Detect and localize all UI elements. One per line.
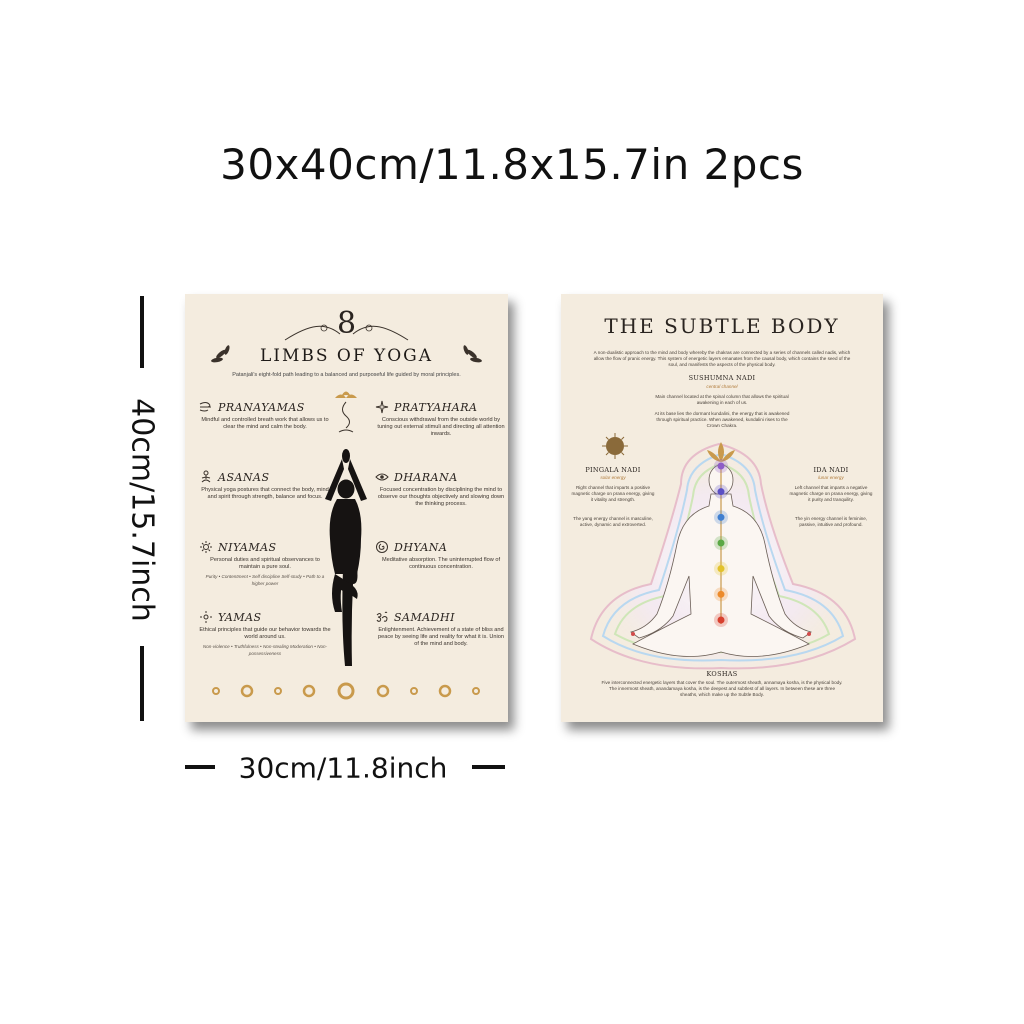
limbs-subtitle: Patanjali's eight-fold path leading to a…: [232, 372, 461, 378]
limb-description: Mindful and controlled breath work that …: [201, 417, 329, 430]
limb-description: Physical yoga postures that connect the …: [201, 487, 329, 500]
height-dimension-label: 40cm/15.7inch: [124, 398, 160, 622]
meditation-figure-icon: [201, 470, 211, 483]
spiral-icon: [376, 541, 388, 553]
pingala-text-2: The yang energy channel is masculine, ac…: [573, 516, 653, 527]
limb-name: SAMADHI: [394, 610, 455, 624]
limb-description: Personal duties and spiritual observance…: [210, 557, 320, 570]
subtle-body-title: THE SUBTLE BODY: [604, 314, 840, 338]
limb-description: Conscious withdrawal from the outside wo…: [377, 417, 505, 437]
height-dimension-line: [140, 296, 144, 721]
limbs-title: LIMBS OF YOGA: [259, 346, 434, 366]
chakra-point: [717, 616, 725, 624]
limb-dhyana: DHYANA Meditative absorption. The uninte…: [375, 540, 507, 571]
sun-icon: [602, 433, 628, 459]
eye-icon: [375, 473, 389, 481]
ida-text-2: The yin energy channel is feminine, pass…: [794, 516, 868, 527]
sushumna-label: SUSHUMNA NADI: [688, 374, 756, 382]
moon-icon: [817, 434, 829, 458]
limb-description: Enlightenment. Achievement of a state of…: [378, 627, 504, 647]
chakra-point: [717, 539, 725, 547]
limb-dharana: DHARANA Focused concentration by discipl…: [375, 470, 507, 508]
chakra-point: [717, 590, 725, 598]
koshas-text: Five interconnected energetic layers tha…: [601, 680, 843, 697]
laurel-right-icon: [463, 345, 482, 363]
limb-examples: Purity • Contentment • Self discipline S…: [205, 574, 325, 586]
ida-tag: lunar energy: [818, 475, 844, 480]
pingala-tag: solar energy: [600, 475, 626, 480]
koshas-label: KOSHAS: [706, 670, 738, 678]
left-hand-marker: [631, 632, 635, 636]
width-dimension-label: 30cm/11.8inch: [238, 751, 448, 785]
laurel-left-icon: [211, 345, 230, 363]
tree-pose-silhouette: [325, 449, 367, 666]
right-hand-marker: [807, 632, 811, 636]
limb-samadhi: SAMADHI Enlightenment. Achievement of a …: [375, 610, 507, 648]
limb-description: Ethical principles that guide our behavi…: [199, 627, 331, 640]
chakra-point: [717, 462, 725, 470]
chakra-point: [717, 513, 725, 521]
limb-name: YAMAS: [218, 610, 262, 624]
limbs-number: 8: [336, 306, 357, 341]
crown-lotus-icon: [707, 442, 735, 462]
sparkle-icon: [375, 400, 389, 414]
limb-asanas: ASANAS Physical yoga postures that conne…: [199, 470, 331, 501]
breath-icon: [199, 402, 211, 412]
limb-yamas: YAMAS Ethical principles that guide our …: [199, 610, 331, 657]
subtle-body-intro: A non-dualistic approach to the mind and…: [593, 350, 851, 367]
limb-pranayamas: PRANAYAMAS Mindful and controlled breath…: [199, 400, 331, 431]
limb-name: ASANAS: [218, 470, 270, 484]
lotus-symbol-icon: [335, 391, 357, 433]
sun-icon: [200, 541, 212, 553]
poster-ornaments: [211, 324, 482, 700]
chakra-point: [717, 488, 725, 496]
pingala-text-1: Right channel that imparts a positive ma…: [571, 485, 655, 502]
sushumna-text-1: Main channel located at the spinal colum…: [655, 394, 789, 405]
ida-text-1: Left channel that imparts a negative mag…: [789, 485, 873, 502]
limb-niyamas: NIYAMAS Personal duties and spiritual ob…: [199, 540, 331, 587]
limb-name: PRATYAHARA: [394, 400, 478, 414]
limb-name: DHYANA: [394, 540, 448, 554]
subtle-body-illustration: [589, 433, 857, 670]
limb-name: PRANAYAMAS: [218, 400, 305, 414]
sushumna-text-2: At its base lies the dormant kundalini, …: [654, 411, 790, 428]
product-headline: 30x40cm/11.8x15.7in 2pcs: [220, 140, 804, 189]
poster-subtle-body: THE SUBTLE BODY A non-dualistic approach…: [561, 294, 883, 722]
om-icon: [376, 611, 388, 622]
chakra-point: [717, 565, 725, 573]
lotus-sun-icon: [200, 611, 212, 623]
limb-examples: Non-violence • Truthfulness • Non-steali…: [202, 644, 328, 656]
pingala-label: PINGALA NADI: [585, 466, 641, 474]
ida-label: IDA NADI: [813, 466, 849, 474]
chakra-points: [714, 459, 728, 627]
poster-eight-limbs: 8 LIMBS OF YOGA Patanjali's eight-fold p…: [185, 294, 508, 722]
limb-name: NIYAMAS: [218, 540, 277, 554]
sushumna-tag: central channel: [706, 384, 738, 389]
bottom-ornament-row: [212, 682, 480, 700]
limb-pratyahara: PRATYAHARA Conscious withdrawal from the…: [375, 400, 507, 438]
limb-name: DHARANA: [394, 470, 458, 484]
limb-description: Focused concentration by disciplining th…: [377, 487, 505, 507]
limb-description: Meditative absorption. The uninterrupted…: [381, 557, 501, 570]
